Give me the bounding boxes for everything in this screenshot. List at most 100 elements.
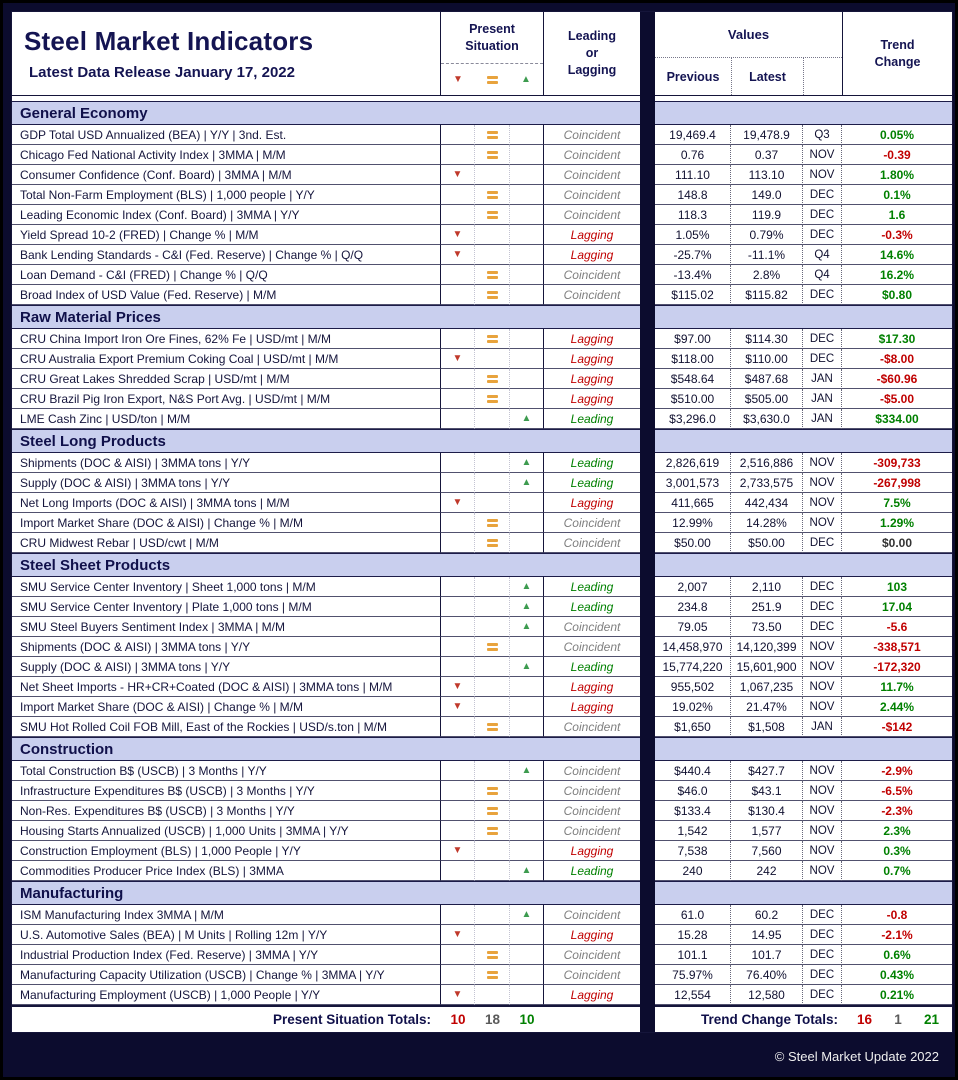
previous-value: 15.28 [655, 925, 731, 945]
situation-down-cell [441, 597, 475, 617]
latest-value: 12,580 [731, 985, 803, 1005]
table-row: Net Long Imports (DOC & AISI) | 3MMA ton… [12, 493, 952, 513]
leading-lagging-value: Lagging [544, 329, 640, 349]
situation-equal-cell [475, 925, 510, 945]
table-row: Leading Economic Index (Conf. Board) | 3… [12, 205, 952, 225]
leading-lagging-value: Coincident [544, 145, 640, 165]
situation-up-cell: ▲ [510, 657, 544, 677]
situation-down-cell: ▼ [441, 925, 475, 945]
indicator-name: CRU Midwest Rebar | USD/cwt | M/M [12, 533, 441, 553]
situation-down-cell [441, 513, 475, 533]
section-header: Steel Long Products [12, 429, 952, 453]
divider-band [640, 553, 655, 577]
leading-lagging-value: Coincident [544, 945, 640, 965]
period-value: DEC [803, 349, 842, 369]
table-row: Industrial Production Index (Fed. Reserv… [12, 945, 952, 965]
equals-icon [486, 786, 498, 795]
situation-down-cell: ▼ [441, 245, 475, 265]
situation-equal-cell [475, 657, 510, 677]
situation-up-cell [510, 677, 544, 697]
col-header-period [803, 58, 842, 95]
indicator-name: Import Market Share (DOC & AISI) | Chang… [12, 513, 441, 533]
situation-equal-cell [475, 125, 510, 145]
latest-value: -11.1% [731, 245, 803, 265]
latest-value: 242 [731, 861, 803, 881]
up-triangle-icon: ▲ [521, 764, 532, 776]
leading-lagging-value: Coincident [544, 637, 640, 657]
trend-change-value: 17.04 [842, 597, 952, 617]
period-value: Q4 [803, 245, 842, 265]
situation-down-cell [441, 285, 475, 305]
trend-change-value: 11.7% [842, 677, 952, 697]
table-row: Loan Demand - C&I (FRED) | Change % | Q/… [12, 265, 952, 285]
table-header: Steel Market Indicators Latest Data Rele… [12, 12, 952, 96]
trend-change-value: $334.00 [842, 409, 952, 429]
situation-up-cell [510, 965, 544, 985]
section-title: Construction [12, 737, 640, 761]
previous-value: $46.0 [655, 781, 731, 801]
indicator-name: CRU Great Lakes Shredded Scrap | USD/mt … [12, 369, 441, 389]
situation-down-cell: ▼ [441, 225, 475, 245]
trend-change-value: 7.5% [842, 493, 952, 513]
indicator-name: GDP Total USD Annualized (BEA) | Y/Y | 3… [12, 125, 441, 145]
situation-equal-cell [475, 185, 510, 205]
trend-change-value: -2.1% [842, 925, 952, 945]
latest-value: 1,577 [731, 821, 803, 841]
previous-value: $1,650 [655, 717, 731, 737]
down-triangle-icon: ▼ [452, 928, 463, 940]
period-value: Q4 [803, 265, 842, 285]
situation-equal-cell [475, 821, 510, 841]
indicator-name: SMU Steel Buyers Sentiment Index | 3MMA … [12, 617, 441, 637]
situation-down-cell [441, 205, 475, 225]
situation-up-cell: ▲ [510, 597, 544, 617]
leading-lagging-value: Lagging [544, 369, 640, 389]
leading-lagging-value: Lagging [544, 493, 640, 513]
leading-lagging-value: Coincident [544, 965, 640, 985]
latest-value: 442,434 [731, 493, 803, 513]
trend-change-value: -309,733 [842, 453, 952, 473]
divider-band [640, 761, 655, 781]
trend-change-value: -0.39 [842, 145, 952, 165]
situation-equal-cell [475, 801, 510, 821]
latest-value: 2,733,575 [731, 473, 803, 493]
section-title: Steel Long Products [12, 429, 640, 453]
indicator-name: SMU Hot Rolled Coil FOB Mill, East of th… [12, 717, 441, 737]
indicator-name: Shipments (DOC & AISI) | 3MMA tons | Y/Y [12, 453, 441, 473]
trend-change-value: 0.43% [842, 965, 952, 985]
up-triangle-icon: ▲ [521, 580, 532, 592]
indicator-name: SMU Service Center Inventory | Sheet 1,0… [12, 577, 441, 597]
present-total-equal: 18 [475, 1005, 510, 1032]
situation-equal-cell [475, 245, 510, 265]
previous-value: $50.00 [655, 533, 731, 553]
period-value: NOV [803, 841, 842, 861]
situation-down-cell [441, 861, 475, 881]
leading-lagging-label: Leading or Lagging [567, 29, 617, 77]
previous-value: 3,001,573 [655, 473, 731, 493]
situation-down-cell: ▼ [441, 349, 475, 369]
situation-down-cell [441, 821, 475, 841]
situation-down-cell [441, 761, 475, 781]
indicator-name: Manufacturing Employment (USCB) | 1,000 … [12, 985, 441, 1005]
situation-equal-cell [475, 965, 510, 985]
trend-change-value: 16.2% [842, 265, 952, 285]
indicator-name: Non-Res. Expenditures B$ (USCB) | 3 Mont… [12, 801, 441, 821]
period-value: NOV [803, 697, 842, 717]
period-value: NOV [803, 473, 842, 493]
leading-lagging-value: Coincident [544, 717, 640, 737]
divider-band [640, 617, 655, 637]
situation-down-cell [441, 801, 475, 821]
situation-up-cell: ▲ [510, 409, 544, 429]
indicators-table: Steel Market Indicators Latest Data Rele… [11, 11, 953, 1033]
table-row: SMU Hot Rolled Coil FOB Mill, East of th… [12, 717, 952, 737]
situation-equal-cell [475, 349, 510, 369]
period-value: NOV [803, 513, 842, 533]
divider-band [640, 513, 655, 533]
divider-band [640, 369, 655, 389]
equals-icon [486, 950, 498, 959]
trend-total-up: 21 [923, 1012, 939, 1027]
section-band-right [655, 737, 952, 761]
trend-change-value: 0.7% [842, 861, 952, 881]
trend-change-value: 0.3% [842, 841, 952, 861]
table-row: Manufacturing Employment (USCB) | 1,000 … [12, 985, 952, 1005]
